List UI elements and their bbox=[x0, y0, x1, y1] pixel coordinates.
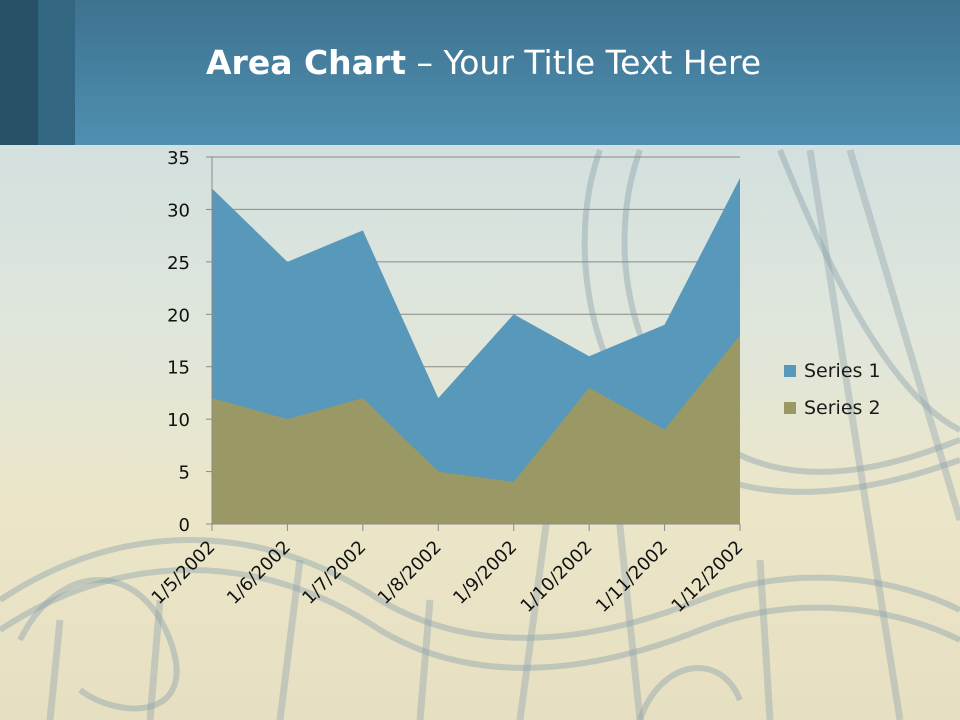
slide-title-rest: – Your Title Text Here bbox=[405, 43, 762, 82]
header-stripe-mid bbox=[38, 0, 75, 145]
legend-entry: Series 1 bbox=[784, 358, 881, 384]
y-tick-label: 10 bbox=[167, 410, 190, 431]
legend-swatch bbox=[784, 402, 796, 414]
chart-legend: Series 1 Series 2 bbox=[784, 358, 881, 432]
y-tick-label: 5 bbox=[179, 463, 190, 484]
y-tick-label: 15 bbox=[167, 358, 190, 379]
x-tick-label: 1/7/2002 bbox=[298, 537, 370, 609]
slide-title: Area Chart – Your Title Text Here bbox=[206, 38, 761, 88]
area-series-2 bbox=[212, 335, 740, 524]
header-stripe-dark bbox=[0, 0, 38, 145]
x-tick-label: 1/9/2002 bbox=[449, 537, 521, 609]
y-tick-label: 20 bbox=[167, 305, 190, 326]
x-tick-label: 1/10/2002 bbox=[517, 537, 597, 617]
x-tick-label: 1/12/2002 bbox=[667, 537, 747, 617]
x-tick-label: 1/11/2002 bbox=[592, 537, 672, 617]
y-tick-label: 25 bbox=[167, 253, 190, 274]
chart-areas bbox=[212, 177, 740, 524]
x-tick-label: 1/5/2002 bbox=[148, 537, 220, 609]
legend-swatch bbox=[784, 365, 796, 377]
y-tick-label: 35 bbox=[167, 148, 190, 169]
x-tick-label: 1/8/2002 bbox=[374, 537, 446, 609]
header-band bbox=[0, 0, 960, 145]
legend-label: Series 1 bbox=[804, 360, 881, 382]
slide-title-strong: Area Chart bbox=[206, 43, 406, 82]
legend-entry: Series 2 bbox=[784, 395, 881, 421]
x-tick-label: 1/6/2002 bbox=[223, 537, 295, 609]
legend-label: Series 2 bbox=[804, 397, 881, 419]
y-tick-label: 30 bbox=[167, 200, 190, 221]
y-tick-label: 0 bbox=[179, 515, 190, 536]
